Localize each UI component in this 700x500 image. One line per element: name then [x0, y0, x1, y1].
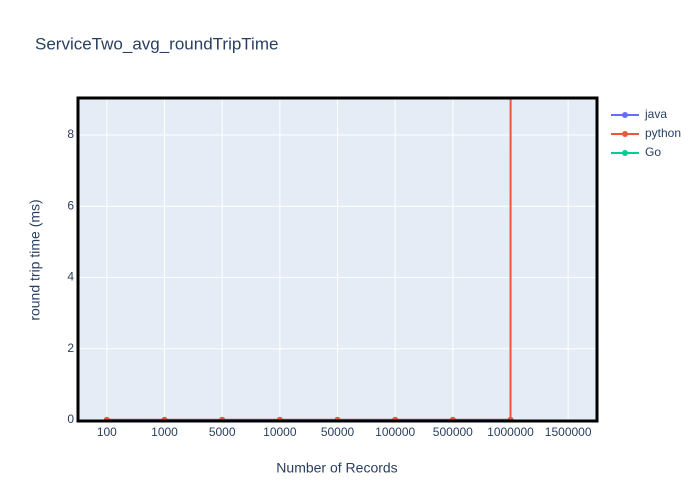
x-tick-label: 100 — [97, 425, 117, 439]
legend-marker — [622, 112, 628, 118]
legend-label: Go — [645, 145, 661, 159]
x-tick-label: 50000 — [321, 425, 355, 439]
y-axis-label: round trip time (ms) — [27, 199, 43, 320]
x-tick-label: 10000 — [263, 425, 297, 439]
x-tick-label: 1000 — [151, 425, 178, 439]
x-axis-label: Number of Records — [276, 460, 397, 476]
x-tick-label: 500000 — [433, 425, 473, 439]
y-tick-label: 4 — [67, 270, 74, 284]
y-tick-label: 8 — [67, 127, 74, 141]
legend-label: python — [645, 126, 681, 140]
legend: java python Go — [611, 107, 681, 159]
legend-marker — [622, 131, 628, 137]
y-tick-label: 0 — [67, 412, 74, 426]
legend-label: java — [644, 107, 667, 121]
chart-title: ServiceTwo_avg_roundTripTime — [35, 34, 278, 53]
plot-border — [76, 96, 599, 423]
x-tick-label: 1000000 — [487, 425, 534, 439]
y-tick-label: 2 — [67, 341, 74, 355]
x-tick-label: 100000 — [375, 425, 415, 439]
legend-marker — [622, 150, 628, 156]
y-tick-label: 6 — [67, 198, 74, 212]
x-tick-label: 1500000 — [545, 425, 592, 439]
x-tick-label: 5000 — [209, 425, 236, 439]
